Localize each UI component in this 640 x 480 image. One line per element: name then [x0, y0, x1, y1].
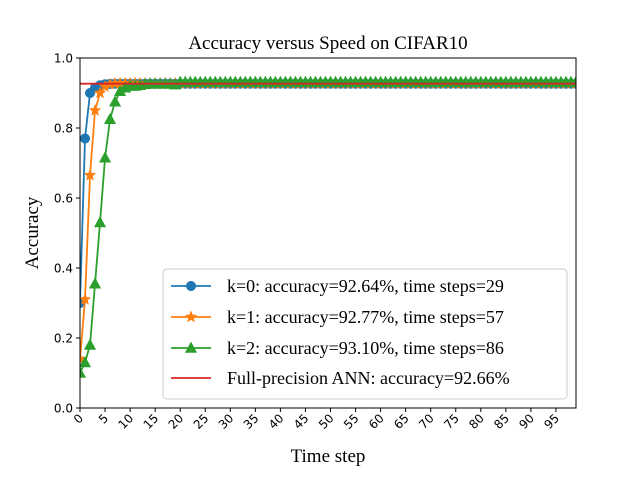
legend-entry: Full-precision ANN: accuracy=92.66% [171, 368, 510, 388]
legend: k=0: accuracy=92.64%, time steps=29 k=1: … [162, 268, 568, 400]
y-tick-label: 1.0 [54, 52, 73, 66]
legend-entry: k=1: accuracy=92.77%, time steps=57 [171, 307, 504, 327]
data-point [88, 103, 102, 116]
x-tick-label: 20 [166, 411, 187, 432]
x-tick-label: 85 [491, 411, 512, 432]
x-tick-label: 75 [441, 411, 462, 432]
legend-label: k=0: accuracy=92.64%, time steps=29 [227, 276, 504, 296]
data-point [88, 277, 102, 289]
x-tick-label: 80 [466, 411, 487, 432]
legend-label: Full-precision ANN: accuracy=92.66% [227, 368, 510, 388]
x-tick-label: 40 [266, 411, 287, 432]
y-tick-label: 0.4 [54, 262, 73, 276]
data-point [103, 112, 117, 124]
legend-marker [184, 310, 198, 323]
x-tick-label: 65 [391, 411, 412, 432]
y-tick-label: 0.0 [54, 402, 73, 416]
data-point [80, 366, 87, 378]
plot-area [80, 75, 576, 378]
x-tick-label: 35 [241, 411, 262, 432]
x-tick-label: 0 [71, 411, 86, 426]
x-tick-label: 95 [541, 411, 562, 432]
chart-title: Accuracy versus Speed on CIFAR10 [188, 33, 467, 54]
legend-label: k=2: accuracy=93.10%, time steps=86 [227, 338, 504, 358]
x-axis-label: Time step [291, 446, 366, 467]
x-tick-label: 90 [516, 411, 537, 432]
x-tick-label: 60 [366, 411, 387, 432]
y-tick-label: 0.8 [54, 122, 73, 136]
plot-frame [79, 57, 577, 409]
axes: 0 5 10 15 20 25 30 35 40 45 50 55 60 65 70 75 80 85 90 95 0.… [54, 52, 577, 432]
data-point [93, 215, 107, 228]
legend-entry: k=2: accuracy=93.10%, time steps=86 [171, 338, 504, 358]
x-tick-label: 25 [191, 411, 212, 432]
legend-entry: k=0: accuracy=92.64%, time steps=29 [171, 276, 504, 296]
legend-label: k=1: accuracy=92.77%, time steps=57 [227, 307, 504, 327]
legend-marker [185, 280, 197, 292]
legend-box [162, 268, 568, 400]
x-tick-label: 5 [96, 411, 111, 426]
data-point [80, 292, 92, 305]
data-point [108, 95, 122, 107]
plot-series-group [80, 75, 576, 378]
legend-marker [184, 341, 198, 353]
x-tick-label: 10 [116, 411, 137, 432]
y-axis-label: Accuracy [22, 196, 43, 269]
x-tick-label: 30 [216, 411, 237, 432]
x-tick-label: 15 [141, 411, 162, 432]
data-point [98, 151, 112, 163]
data-point [83, 168, 97, 181]
data-point [93, 86, 107, 99]
x-tick-label: 70 [416, 411, 437, 432]
x-tick-label: 45 [291, 411, 312, 432]
data-point [83, 338, 97, 350]
x-tick-label: 50 [316, 411, 337, 432]
data-point [80, 133, 91, 144]
y-tick-label: 0.2 [54, 332, 73, 346]
data-point [80, 352, 87, 365]
data-point [80, 355, 92, 368]
y-tick-label: 0.6 [54, 192, 73, 206]
x-tick-label: 55 [341, 411, 362, 432]
